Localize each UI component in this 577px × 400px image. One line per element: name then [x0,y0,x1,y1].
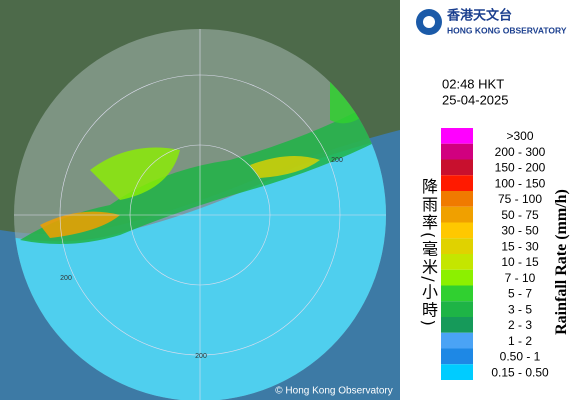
legend-swatch [441,128,473,144]
legend-swatch [441,143,473,160]
legend-swatch [441,222,473,239]
rain-cell [90,147,180,200]
legend-label: 1 - 2 [508,334,532,348]
side-panel: 香港天文台 HONG KONG OBSERVATORY 02:48 HKT 25… [416,7,567,380]
legend-label: 15 - 30 [501,239,539,253]
logo-icon-inner [423,16,435,28]
time: 02:48 HKT [442,76,504,91]
rain-cell [250,156,320,178]
legend-label: 0.15 - 0.50 [491,365,549,379]
legend-label: 75 - 100 [498,192,542,206]
logo-english: HONG KONG OBSERVATORY [447,25,567,35]
legend-swatch [441,301,473,317]
legend-label: 0.50 - 1 [500,350,541,364]
legend-label: 10 - 15 [501,255,539,269]
legend-swatch [441,269,473,286]
range-label: 200 [195,353,207,360]
legend-title-english: Rainfall Rate (mm/h) [553,189,570,335]
legend-swatch [441,348,473,365]
legend-label: >300 [506,129,533,143]
legend-label: 50 - 75 [501,208,539,222]
legend-swatch [441,317,473,333]
range-label: 200 [331,157,343,164]
legend-label: 100 - 150 [495,176,546,190]
legend-swatch [441,175,473,191]
legend-label: 150 - 200 [495,161,546,175]
copyright: © Hong Kong Observatory [275,386,392,397]
legend-label: 5 - 7 [508,287,532,301]
legend-swatch [441,254,473,270]
legend-swatch [441,364,473,380]
legend-label: 30 - 50 [501,224,539,238]
legend-swatch [441,332,473,349]
date: 25-04-2025 [442,92,509,107]
radar-map: 200 200 200 © Hong Kong Observatory [0,0,400,400]
legend-swatch [441,285,473,302]
legend-title-chinese: 降雨率(毫米/小時) [419,178,438,328]
legend-swatch [441,206,473,223]
legend-label: 3 - 5 [508,302,532,316]
legend-label: 7 - 10 [505,271,536,285]
legend-swatch [441,238,473,254]
legend-swatch [441,159,473,176]
legend-swatch [441,191,473,207]
range-label: 200 [60,275,72,282]
logo-chinese: 香港天文台 [446,7,512,22]
legend-label: 2 - 3 [508,318,532,332]
legend-label: 200 - 300 [495,145,546,159]
